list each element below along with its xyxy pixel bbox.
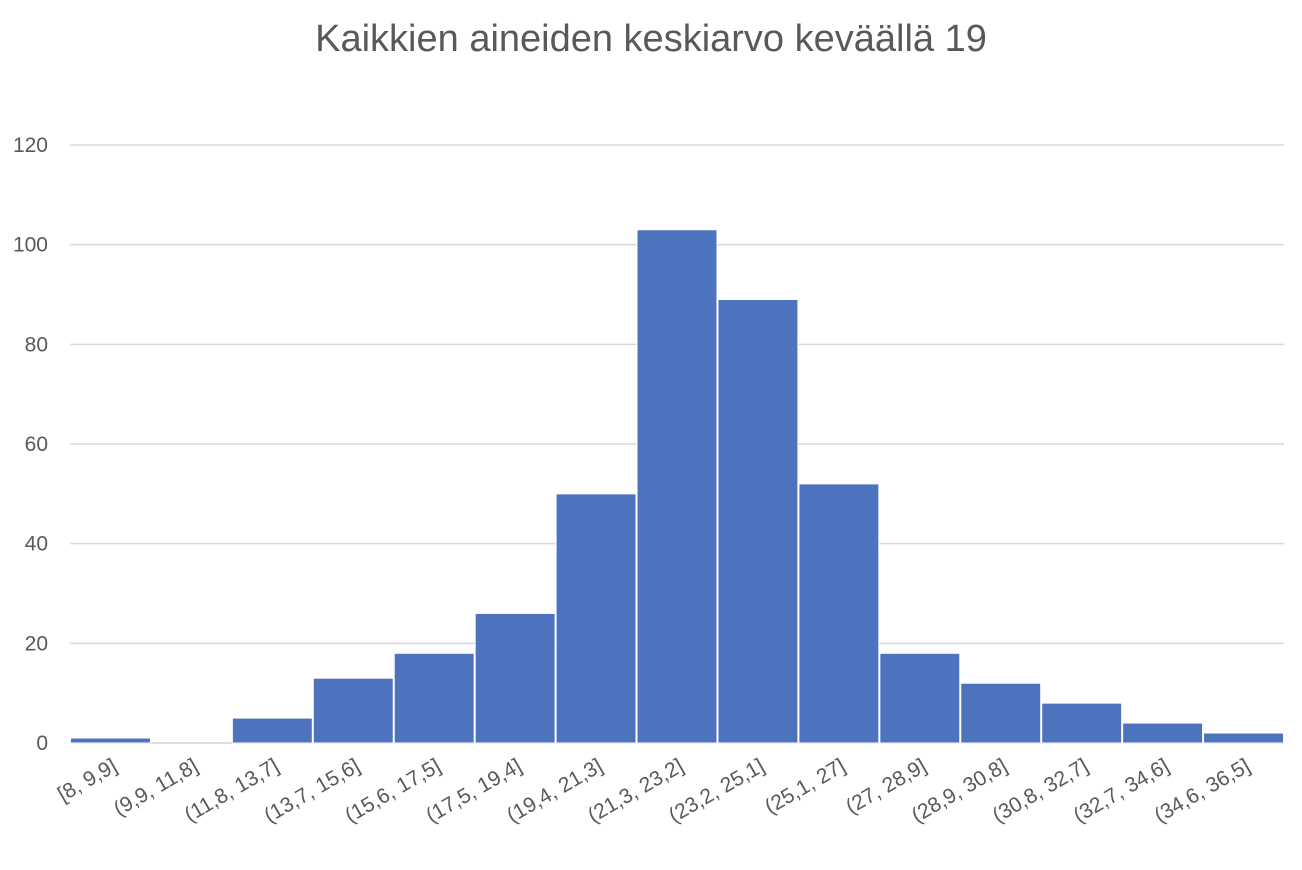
y-tick-label: 60	[25, 433, 48, 456]
x-tick-label: (25,1, 27]	[761, 754, 849, 818]
y-tick-label: 120	[13, 134, 48, 157]
y-tick-label: 40	[25, 533, 48, 556]
histogram-bar	[879, 652, 961, 744]
histogram-bar	[960, 682, 1042, 744]
y-tick-label: 100	[13, 234, 48, 257]
histogram-bar	[231, 717, 313, 744]
histogram-bar	[717, 298, 799, 744]
histogram-bar	[636, 229, 718, 744]
bars	[70, 229, 1284, 744]
histogram-bar	[555, 493, 637, 744]
histogram-bar	[312, 677, 394, 744]
x-tick-labels: [8, 9,9](9,9, 11,8](11,8, 13,7](13,7, 15…	[54, 754, 1254, 827]
y-tick-labels: 0 20 40 60 80 100 120	[13, 134, 48, 755]
y-tick-label: 0	[36, 732, 48, 755]
histogram-bar	[474, 612, 556, 744]
histogram-bar	[1122, 722, 1204, 744]
histogram-bar	[798, 483, 880, 744]
histogram-bar	[1041, 702, 1123, 744]
x-tick-label: [8, 9,9]	[54, 754, 121, 806]
histogram-bar	[393, 652, 475, 744]
histogram-bar	[70, 737, 151, 744]
y-tick-label: 20	[25, 632, 48, 655]
y-tick-label: 80	[25, 333, 48, 356]
chart-title: Kaikkien aineiden keskiarvo keväällä 19	[315, 18, 987, 60]
histogram-bar	[1203, 732, 1284, 744]
